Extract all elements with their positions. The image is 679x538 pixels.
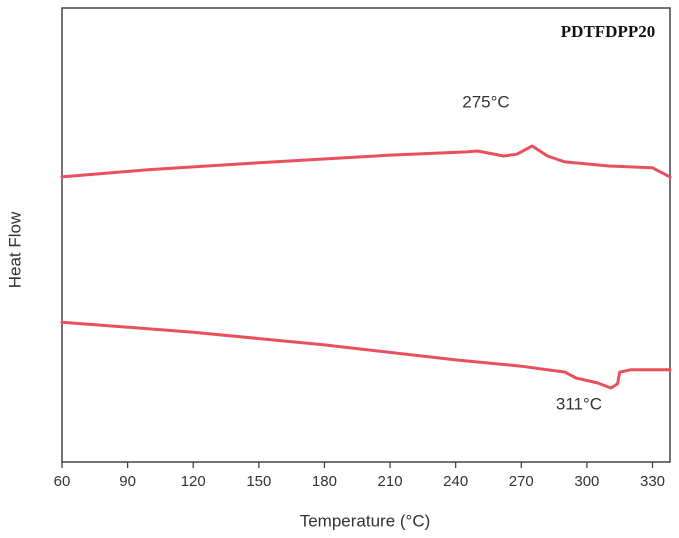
plot-frame — [61, 7, 671, 463]
line-series — [60, 320, 672, 390]
x-tick-label: 120 — [181, 473, 206, 490]
line-series — [60, 144, 672, 179]
x-tick-label: 180 — [312, 473, 337, 490]
annotation: 311°C — [556, 394, 602, 413]
x-tick-label: 60 — [54, 473, 71, 490]
x-tick-label: 300 — [574, 473, 599, 490]
x-tick-label: 210 — [378, 473, 403, 490]
x-tick-label: 240 — [443, 473, 468, 490]
x-tick-label: 150 — [246, 473, 271, 490]
chart-title: PDTFDPP20 — [561, 22, 655, 41]
x-tick-label: 270 — [509, 473, 534, 490]
x-tick-label: 90 — [119, 473, 136, 490]
x-axis-label: Temperature (°C) — [300, 511, 431, 530]
x-tick-label: 330 — [640, 473, 665, 490]
annotation: 275°C — [462, 92, 509, 111]
y-axis-label: Heat Flow — [5, 211, 24, 288]
